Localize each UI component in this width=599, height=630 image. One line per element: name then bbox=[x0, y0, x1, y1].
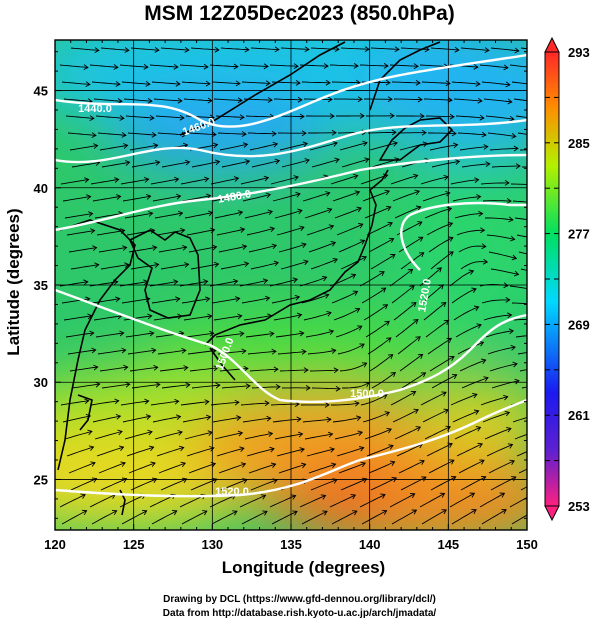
streamline-arrow bbox=[533, 287, 537, 292]
colorbar-label: 253 bbox=[568, 499, 590, 514]
colorbar-label: 261 bbox=[568, 408, 590, 423]
x-tick-label: 130 bbox=[201, 537, 223, 552]
streamline-arrow bbox=[540, 332, 544, 337]
streamline-arrow bbox=[538, 444, 543, 449]
streamline-arrow bbox=[534, 397, 538, 402]
streamline bbox=[394, 99, 422, 100]
streamline bbox=[514, 319, 542, 320]
streamline-arrow bbox=[538, 317, 542, 322]
streamline bbox=[483, 201, 511, 202]
x-tick-label: 125 bbox=[123, 537, 145, 552]
streamline-arrow bbox=[531, 510, 536, 514]
x-tick-labels: 120 125 130 135 140 145 150 bbox=[44, 537, 538, 552]
streamline-arrow bbox=[539, 117, 543, 122]
streamline-arrow bbox=[530, 493, 535, 497]
colorbar-label: 277 bbox=[568, 227, 590, 242]
map-plot-area: 1440.01460.01480.01500.01520.01500.01520… bbox=[0, 0, 580, 550]
streamline-arrow bbox=[536, 302, 540, 307]
streamline-arrow bbox=[537, 428, 542, 433]
streamline-arrow bbox=[537, 201, 541, 206]
chart-title: MSM 12Z05Dec2023 (850.0hPa) bbox=[0, 2, 599, 26]
contour-label: 1440.0 bbox=[78, 103, 112, 115]
x-axis-label: Longitude (degrees) bbox=[0, 558, 599, 578]
streamline-arrow bbox=[540, 237, 544, 242]
streamline-arrow bbox=[536, 83, 540, 88]
streamline-arrow bbox=[538, 219, 542, 224]
contour-label: 1520.0 bbox=[215, 486, 249, 498]
y-tick-label: 30 bbox=[34, 375, 48, 390]
colorbar: 293 285 277 269 261 253 bbox=[545, 38, 590, 520]
y-tick-label: 40 bbox=[34, 181, 48, 196]
credit-drawing: Drawing by DCL (https://www.gfd-dennou.o… bbox=[0, 594, 599, 605]
x-tick-label: 120 bbox=[44, 537, 66, 552]
streamline-arrow bbox=[534, 65, 538, 70]
y-tick-label: 25 bbox=[34, 472, 48, 487]
y-axis-label: Latitude (degrees) bbox=[4, 202, 24, 362]
y-tick-label: 35 bbox=[34, 278, 48, 293]
x-tick-label: 145 bbox=[437, 537, 459, 552]
y-tick-labels: 25 30 35 40 45 bbox=[34, 84, 48, 488]
credit-data: Data from http://database.rish.kyoto-u.a… bbox=[0, 608, 599, 619]
colorbar-bottom-arrow bbox=[545, 506, 559, 520]
y-tick-label: 45 bbox=[34, 84, 48, 99]
x-tick-label: 150 bbox=[516, 537, 538, 552]
streamline bbox=[520, 150, 548, 151]
x-tick-label: 140 bbox=[359, 537, 381, 552]
colorbar-top-arrow bbox=[545, 38, 559, 52]
streamline-arrow bbox=[540, 461, 545, 466]
colorbar-label: 285 bbox=[568, 136, 590, 151]
contour-label: 1500.0 bbox=[350, 388, 384, 400]
streamline-arrow bbox=[537, 100, 541, 105]
streamline-arrow bbox=[535, 413, 540, 418]
x-tick-label: 135 bbox=[280, 537, 302, 552]
colorbar-label: 269 bbox=[568, 317, 590, 332]
streamline-arrow bbox=[535, 182, 539, 187]
colorbar-label: 293 bbox=[568, 45, 590, 60]
